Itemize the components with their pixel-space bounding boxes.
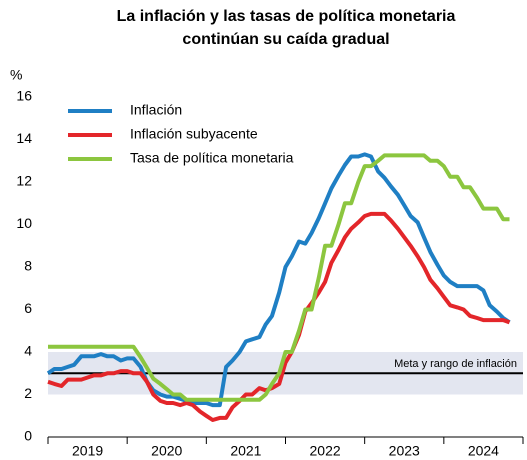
- legend-label: Inflación: [130, 102, 182, 118]
- x-tick-label: 2021: [230, 443, 261, 459]
- y-tick-label: 12: [16, 173, 32, 189]
- y-axis-label: %: [10, 67, 22, 83]
- y-tick-label: 16: [16, 88, 32, 104]
- chart-title: La inflación y las tasas de política mon…: [117, 8, 456, 25]
- x-tick-label: 2019: [72, 443, 103, 459]
- legend-label: Tasa de política monetaria: [130, 150, 294, 166]
- annotation: Meta y rango de inflación: [394, 358, 517, 370]
- x-tick-label: 2023: [389, 443, 420, 459]
- legend-label: Inflación subyacente: [130, 126, 258, 142]
- x-tick-label: 2020: [151, 443, 182, 459]
- y-tick-label: 10: [16, 215, 32, 231]
- chart-subtitle: continúan su caída gradual: [182, 31, 389, 48]
- series-line: [47, 211, 511, 422]
- y-tick-label: 4: [24, 343, 32, 359]
- y-tick-label: 2: [24, 385, 32, 401]
- x-tick-label: 2022: [310, 443, 341, 459]
- series-line: [46, 152, 511, 408]
- y-tick-label: 6: [24, 300, 32, 316]
- y-tick-label: 0: [24, 428, 32, 444]
- y-tick-label: 8: [24, 258, 32, 274]
- series-line: [48, 153, 510, 402]
- y-tick-label: 14: [16, 130, 32, 146]
- x-tick-label: 2024: [468, 443, 499, 459]
